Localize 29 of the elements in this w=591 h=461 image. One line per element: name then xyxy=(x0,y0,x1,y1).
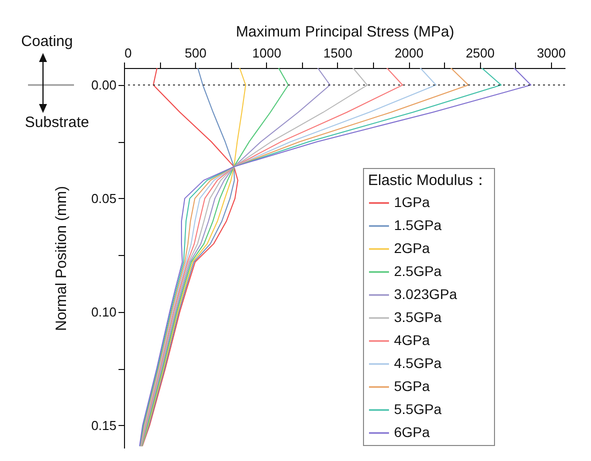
y-tick-label: 0.15 xyxy=(91,418,116,433)
text: Substrate xyxy=(24,114,90,131)
x-tick-label: 500 xyxy=(184,46,206,60)
x-axis-title: Maximum Principal Stress (MPa) xyxy=(236,24,454,40)
legend-label: 2GPa xyxy=(394,240,430,256)
legend-label: 2.5GPa xyxy=(394,263,442,279)
legend-label: 3.023GPa xyxy=(394,286,458,302)
legend-title: Elastic Modulus： xyxy=(368,172,488,189)
x-tick-label: 3000 xyxy=(536,46,566,60)
legend-label: 4GPa xyxy=(394,332,430,348)
x-tick-label: 1500 xyxy=(323,46,352,60)
legend-label: 3.5GPa xyxy=(394,309,442,325)
x-tick-label: 2500 xyxy=(466,46,495,60)
x-tick-label: 1000 xyxy=(252,46,282,60)
y-tick-label: 0.10 xyxy=(91,304,116,320)
x-tick-label: 2000 xyxy=(394,46,424,60)
legend-label: 5GPa xyxy=(394,378,430,394)
x-tick-label: 0 xyxy=(124,46,132,60)
text: Coating xyxy=(21,33,73,50)
y-tick-label: 0.00 xyxy=(91,78,116,93)
y-axis-title: Normal Position (mm) xyxy=(53,186,70,332)
line-series xyxy=(141,68,289,446)
legend-label: 6GPa xyxy=(394,424,430,440)
legend-label: 1.5GPa xyxy=(394,217,442,233)
y-tick-label: 0.05 xyxy=(91,190,116,206)
legend-label: 4.5GPa xyxy=(394,355,442,371)
legend-label: 1GPa xyxy=(394,194,430,210)
legend-label: 5.5GPa xyxy=(394,401,442,417)
line-series xyxy=(140,68,330,446)
